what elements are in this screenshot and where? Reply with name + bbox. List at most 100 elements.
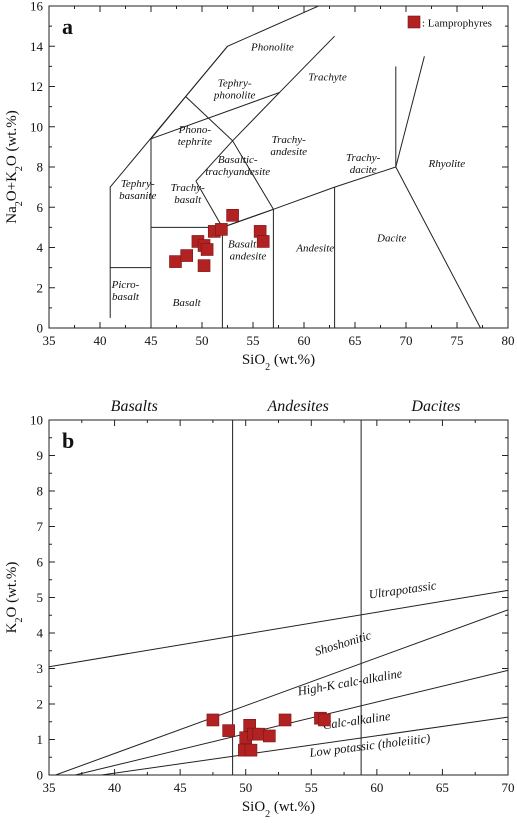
y-tick-label: 10 — [30, 413, 43, 428]
field-label: Trachy-basalt — [171, 182, 206, 206]
y-tick-label: 16 — [30, 0, 44, 14]
x-axis-title-sub: 2 — [265, 809, 270, 819]
field-label: Tephry-phonolite — [213, 78, 256, 102]
rock-type-label: Andesites — [267, 398, 329, 415]
field-label: Dacite — [376, 232, 406, 244]
field-label: Basaltic-trachyandesite — [205, 154, 270, 178]
field-label-line: phonolite — [213, 90, 256, 102]
field-label-line: Dacite — [376, 232, 406, 244]
field-label-line: Trachyte — [308, 71, 347, 83]
data-point — [206, 713, 220, 727]
y-axis-title-sub: 2 — [14, 166, 25, 171]
x-axis-title-sub: 2 — [265, 362, 270, 373]
field-label-line: andesite — [230, 251, 267, 263]
y-tick-label: 9 — [37, 448, 44, 463]
field-label-line: Picro- — [111, 279, 140, 291]
field-boundary-10 — [185, 96, 233, 142]
data-point — [278, 713, 292, 727]
y-tick-label: 8 — [37, 484, 44, 499]
y-tick-label: 10 — [30, 119, 43, 134]
y-tick-label: 0 — [37, 768, 44, 783]
field-label: Low potassic (tholeiitic) — [308, 731, 431, 760]
y-axis-title-part: O+K — [4, 171, 20, 201]
field-boundary-0 — [49, 589, 508, 668]
y-tick-label: 3 — [37, 661, 44, 676]
x-tick-label: 65 — [349, 333, 362, 348]
field-label-line: basanite — [119, 190, 156, 202]
field-label: Trachyte — [308, 71, 347, 83]
y-axis-title-sub: 2 — [14, 617, 25, 622]
y-axis-title-part: O (wt.%) — [4, 110, 20, 166]
x-axis-title-main: SiO — [242, 352, 266, 368]
field-boundary-3 — [101, 716, 508, 775]
plot-frame — [48, 419, 509, 776]
field-boundary-3 — [150, 35, 335, 228]
y-tick-label: 6 — [37, 555, 44, 570]
rock-type-label: Dacites — [410, 398, 460, 415]
x-axis-title-tail: (wt.%) — [270, 352, 315, 368]
x-tick-label: 70 — [502, 780, 515, 795]
x-tick-label: 45 — [174, 780, 187, 795]
x-axis-title: SiO2 (wt.%) — [242, 352, 315, 373]
data-point — [180, 249, 193, 262]
field-label: Picro-basalt — [111, 279, 140, 303]
field-label: Phonolite — [250, 41, 294, 53]
y-tick-label: 4 — [37, 240, 44, 255]
y-tick-label: 14 — [30, 39, 44, 54]
field-label: Phono-tephrite — [178, 124, 212, 148]
field-label: Andesite — [295, 243, 334, 255]
data-point — [256, 235, 270, 248]
data-point — [226, 209, 239, 222]
legend-label: : Lamprophyres — [422, 18, 492, 30]
field-label: Trachy-andesite — [270, 134, 307, 158]
data-point — [318, 713, 331, 727]
field-label-line: Trachy- — [171, 182, 206, 194]
x-tick-label: 75 — [451, 333, 464, 348]
field-label: Ultrapotassic — [368, 578, 438, 601]
x-tick-label: 45 — [145, 333, 158, 348]
x-tick-label: 70 — [400, 333, 413, 348]
x-tick-label: 65 — [436, 780, 449, 795]
field-label-line: Phonolite — [250, 41, 294, 53]
field-label-line: Tephry- — [121, 178, 155, 190]
y-tick-label: 2 — [37, 280, 44, 295]
y-tick-label: 8 — [37, 160, 44, 175]
data-point — [263, 729, 276, 743]
field-boundary-12 — [395, 166, 481, 328]
field-label-line: Trachy- — [346, 152, 381, 164]
x-axis-title-tail: (wt.%) — [270, 799, 315, 815]
field-label-line: basalt — [174, 194, 202, 206]
field-label-line: Basaltic- — [218, 154, 258, 166]
x-tick-label: 50 — [196, 333, 209, 348]
field-label: Tephry-basanite — [119, 178, 156, 202]
panel-label: b — [62, 428, 74, 453]
field-label-line: trachyandesite — [205, 166, 270, 178]
rock-type-label: Basalts — [111, 398, 158, 415]
x-tick-label: 35 — [43, 780, 56, 795]
field-label-line: Basalt — [173, 297, 202, 309]
x-tick-label: 35 — [43, 333, 56, 348]
y-axis-title: K2O (wt.%) — [4, 562, 25, 634]
panel-label: a — [62, 14, 73, 39]
x-tick-label: 80 — [502, 333, 515, 348]
field-boundary-4 — [221, 56, 425, 328]
field-label: Shoshonitic — [313, 628, 373, 659]
field-label-line: tephrite — [178, 136, 212, 148]
field-boundary-2 — [150, 226, 223, 328]
field-label-line: andesite — [270, 146, 307, 158]
data-point — [200, 243, 214, 256]
data-point — [215, 223, 228, 236]
field-label: Trachy-dacite — [346, 152, 381, 176]
field-label: High-K calc-alkaline — [296, 666, 404, 698]
x-tick-label: 55 — [305, 780, 318, 795]
field-label-line: Rhyolite — [427, 158, 465, 170]
y-axis-title: Na2O+K2O (wt.%) — [4, 110, 25, 223]
y-axis-title-part: K — [4, 622, 20, 633]
field-label: Rhyolite — [427, 158, 465, 170]
x-axis-title: SiO2 (wt.%) — [242, 799, 315, 818]
x-tick-label: 60 — [298, 333, 311, 348]
y-axis-title-part: Na — [4, 206, 20, 224]
x-tick-label: 40 — [94, 333, 107, 348]
field-label-line: Tephry- — [218, 78, 252, 90]
